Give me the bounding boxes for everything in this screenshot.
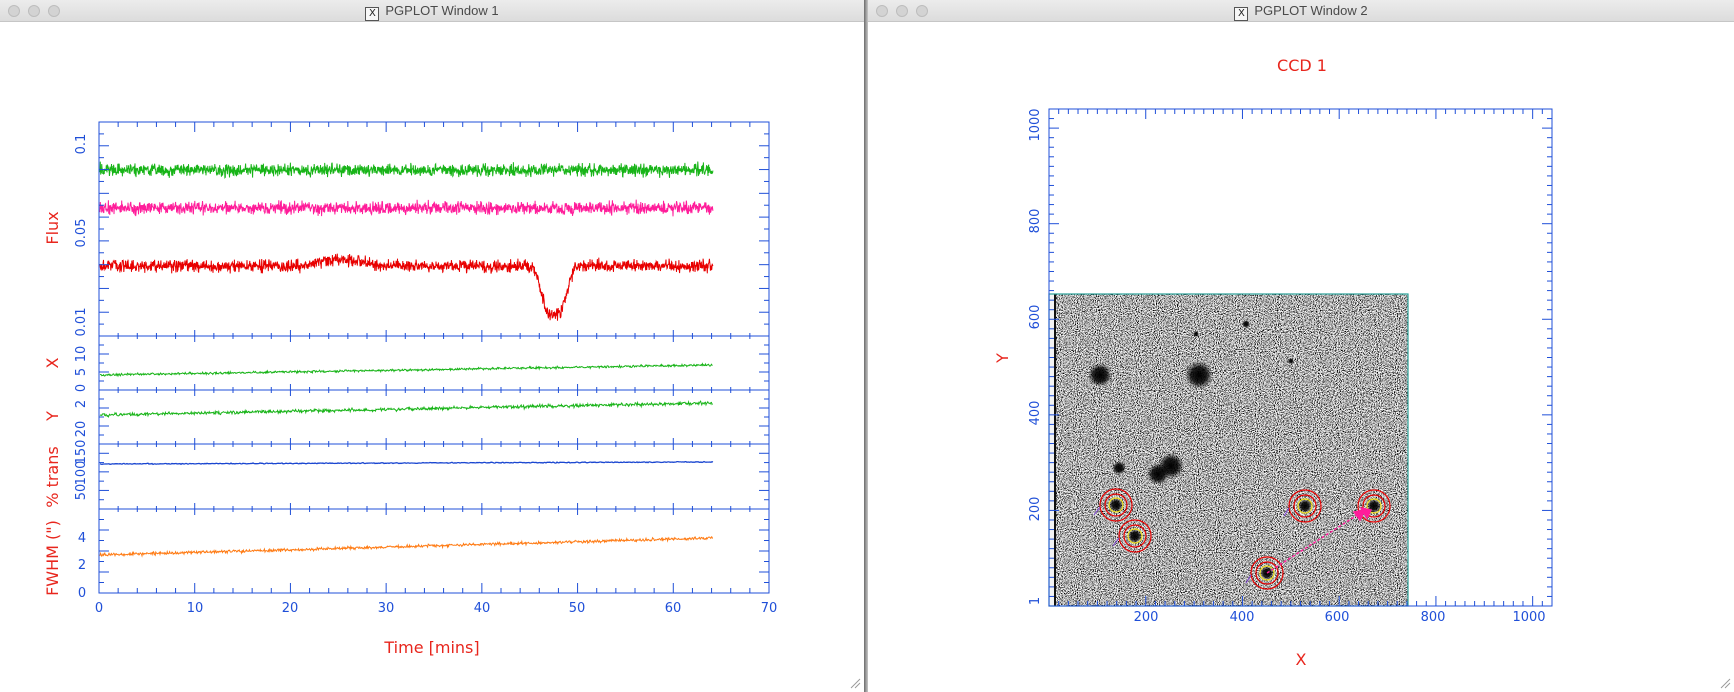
time-tick-70: 70 (761, 601, 778, 616)
y-tick-200: 200 (1028, 497, 1043, 522)
x11-app-icon: X (365, 7, 380, 21)
close-button[interactable] (8, 5, 20, 17)
y-tick-400: 400 (1028, 401, 1043, 426)
aperture-link (1266, 507, 1373, 574)
window-2-title: PGPLOT Window 2 (1254, 3, 1368, 18)
window-2-titlebar[interactable]: X PGPLOT Window 2 (868, 0, 1734, 22)
y-tick-800: 800 (1028, 209, 1043, 234)
flux-series-red (99, 253, 714, 321)
time-tick-60: 60 (665, 601, 682, 616)
fwhm-tick-4: 4 (78, 531, 86, 546)
x-tick-1000: 1000 (1512, 610, 1545, 625)
flux-tick-0.01: 0.01 (74, 308, 89, 337)
y-tick-2: 2 (74, 400, 89, 408)
time-tick-20: 20 (282, 601, 299, 616)
pgplot-window-1: X PGPLOT Window 1 0 (0, 0, 864, 692)
y-tick-1000: 1000 (1028, 108, 1043, 141)
aperture-5[interactable] (1250, 556, 1284, 590)
trans-axis-label: % trans (43, 446, 62, 507)
fwhm-tick-2: 2 (78, 558, 86, 573)
y-axis-panel-label: Y (43, 411, 62, 422)
x-position-series (99, 362, 713, 378)
y-position-series (99, 399, 713, 418)
resize-grip-icon[interactable] (849, 677, 861, 689)
time-tick-10: 10 (187, 601, 204, 616)
x-tick-200: 200 (1134, 610, 1159, 625)
flux-tick-0.05: 0.05 (74, 219, 89, 248)
y-axis-label: Y (993, 353, 1012, 364)
x-tick-800: 800 (1421, 610, 1446, 625)
window-divider (864, 0, 868, 692)
window-1-titlebar[interactable]: X PGPLOT Window 1 (0, 0, 864, 22)
time-tick-30: 30 (378, 601, 395, 616)
plot-title: CCD 1 (1277, 56, 1327, 75)
x-tick-400: 400 (1230, 610, 1255, 625)
ccd-image-plot: CCD 1 (993, 56, 1553, 669)
x11-app-icon: X (1234, 7, 1249, 21)
close-button[interactable] (876, 5, 888, 17)
time-axis-label: Time [mins] (383, 638, 479, 657)
x-axis-panel-label: X (43, 357, 62, 368)
zoom-button[interactable] (916, 5, 928, 17)
y-tick-600: 600 (1028, 305, 1043, 330)
trans-tick-50: 50 (74, 484, 89, 501)
x-tick-5: 5 (74, 368, 89, 376)
transmission-series (99, 460, 714, 466)
flux-axis-label: Flux (43, 211, 62, 244)
flux-tick-0.1: 0.1 (74, 134, 89, 155)
resize-grip-icon[interactable] (1719, 677, 1731, 689)
flux-series-magenta (99, 199, 714, 217)
fwhm-series (99, 536, 714, 558)
x-tick-10: 10 (74, 346, 89, 363)
fwhm-tick-0: 0 (78, 586, 86, 601)
pgplot-window-2: X PGPLOT Window 2 CCD 1 (868, 0, 1734, 692)
y-tick-1: 1 (1028, 597, 1043, 605)
lightcurve-plot: 0.01 0.05 0.1 0 5 10 20 2 50 100 150 0 2… (43, 121, 778, 657)
window-1-title: PGPLOT Window 1 (385, 3, 499, 18)
fwhm-axis-label: FWHM (") (43, 520, 62, 596)
time-tick-40: 40 (474, 601, 491, 616)
x-tick-0: 0 (74, 384, 89, 392)
zoom-button[interactable] (48, 5, 60, 17)
x-axis-label: X (1296, 650, 1307, 669)
ccd-image[interactable] (1049, 294, 1408, 606)
x-tick-600: 600 (1325, 610, 1350, 625)
aperture-3[interactable] (1288, 489, 1322, 523)
aperture-1[interactable] (1099, 488, 1133, 522)
minimize-button[interactable] (896, 5, 908, 17)
y-tick-20: 20 (74, 421, 89, 438)
time-tick-0: 0 (95, 601, 103, 616)
flux-series-green (99, 161, 714, 179)
trans-tick-100: 100 (74, 461, 89, 486)
minimize-button[interactable] (28, 5, 40, 17)
plot-frame (98, 121, 770, 594)
trans-tick-150: 150 (74, 440, 89, 465)
aperture-2[interactable] (1118, 519, 1152, 553)
photometry-apertures[interactable] (1099, 488, 1391, 590)
time-tick-50: 50 (569, 601, 586, 616)
aperture-4[interactable] (1357, 489, 1391, 523)
